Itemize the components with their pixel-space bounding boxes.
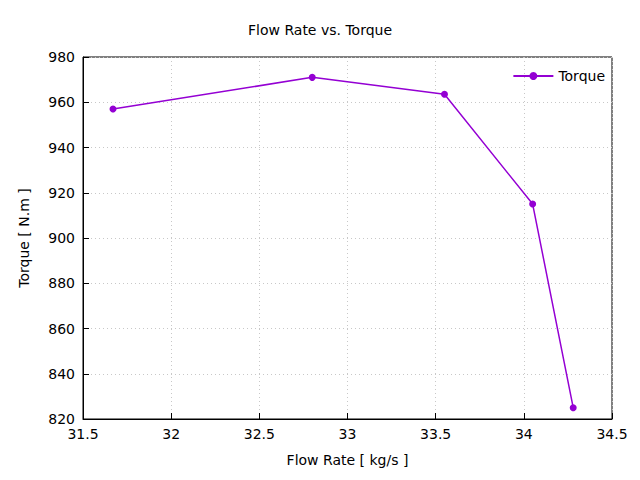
svg-text:33: 33 (339, 426, 357, 442)
svg-text:940: 940 (48, 140, 75, 156)
svg-text:Torque: Torque (557, 68, 605, 84)
svg-text:34.5: 34.5 (596, 426, 627, 442)
svg-text:31.5: 31.5 (67, 426, 98, 442)
svg-text:880: 880 (48, 275, 75, 291)
svg-text:Torque [ N.m ]: Torque [ N.m ] (16, 188, 32, 288)
svg-text:32: 32 (162, 426, 180, 442)
svg-text:960: 960 (48, 94, 75, 110)
svg-text:33.5: 33.5 (420, 426, 451, 442)
svg-text:840: 840 (48, 366, 75, 382)
svg-text:34: 34 (515, 426, 533, 442)
svg-text:Flow Rate vs. Torque: Flow Rate vs. Torque (248, 22, 392, 38)
svg-text:920: 920 (48, 185, 75, 201)
svg-text:Flow Rate [ kg/s ]: Flow Rate [ kg/s ] (287, 452, 409, 468)
svg-text:900: 900 (48, 230, 75, 246)
svg-text:32.5: 32.5 (244, 426, 275, 442)
svg-text:980: 980 (48, 49, 75, 65)
svg-text:860: 860 (48, 321, 75, 337)
svg-text:820: 820 (48, 411, 75, 427)
